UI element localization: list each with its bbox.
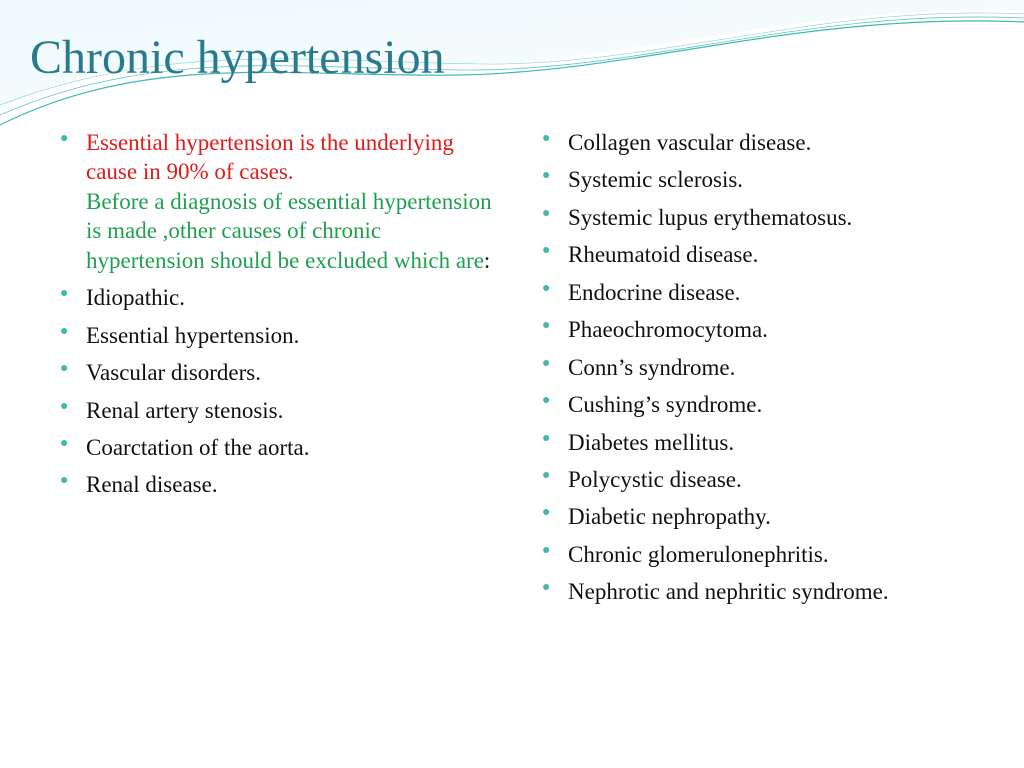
list-item: Systemic sclerosis.	[542, 165, 984, 194]
list-item: Renal artery stenosis.	[60, 396, 502, 425]
list-item: Nephrotic and nephritic syndrome.	[542, 577, 984, 606]
list-item: Polycystic disease.	[542, 465, 984, 494]
list-item: Rheumatoid disease.	[542, 240, 984, 269]
right-column: Collagen vascular disease. Systemic scler…	[542, 128, 984, 615]
list-item: Systemic lupus erythematosus.	[542, 203, 984, 232]
list-item: Conn’s syndrome.	[542, 353, 984, 382]
left-column: Essential hypertension is the underlying…	[60, 128, 502, 615]
intro-bullet: Essential hypertension is the underlying…	[60, 128, 502, 275]
intro-colon: :	[484, 248, 490, 273]
left-list: Essential hypertension is the underlying…	[60, 128, 502, 275]
list-item: Renal disease.	[60, 470, 502, 499]
list-item: Coarctation of the aorta.	[60, 433, 502, 462]
list-item: Idiopathic.	[60, 283, 502, 312]
left-items: Idiopathic. Essential hypertension. Vascul…	[60, 283, 502, 500]
list-item: Endocrine disease.	[542, 278, 984, 307]
list-item: Vascular disorders.	[60, 358, 502, 387]
list-item: Diabetic nephropathy.	[542, 502, 984, 531]
right-items: Collagen vascular disease. Systemic scler…	[542, 128, 984, 607]
list-item: Essential hypertension.	[60, 321, 502, 350]
intro-green-text: Before a diagnosis of essential hyperten…	[86, 187, 502, 275]
list-item: Chronic glomerulonephritis.	[542, 540, 984, 569]
slide-body: Essential hypertension is the underlying…	[60, 128, 984, 615]
intro-red-text: Essential hypertension is the underlying…	[86, 128, 502, 187]
list-item: Cushing’s syndrome.	[542, 390, 984, 419]
list-item: Collagen vascular disease.	[542, 128, 984, 157]
slide-title: Chronic hypertension	[30, 30, 445, 85]
list-item: Phaeochromocytoma.	[542, 315, 984, 344]
list-item: Diabetes mellitus.	[542, 428, 984, 457]
